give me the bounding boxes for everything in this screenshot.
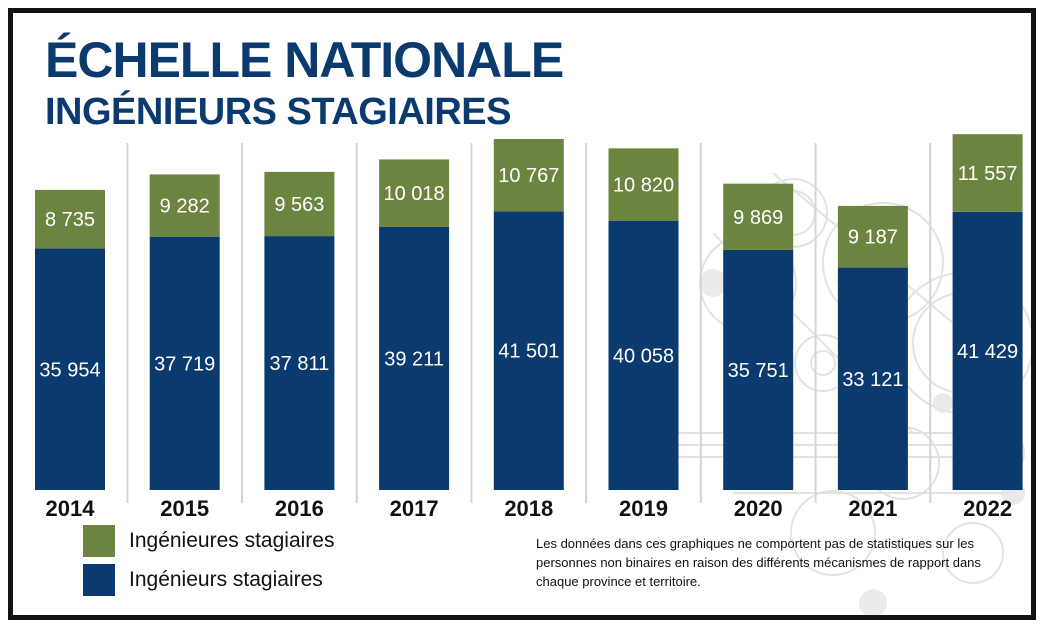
data-label-women-2022: 11 557: [958, 163, 1018, 185]
bar-women-2019: [608, 148, 679, 222]
x-tick-label-2019: 2019: [619, 496, 668, 521]
data-label-men-2017: 39 211: [384, 348, 444, 370]
bar-men-2017: [379, 226, 450, 491]
x-tick-label-2014: 2014: [46, 496, 96, 521]
x-tick-label-2017: 2017: [390, 496, 439, 521]
x-tick-label-2021: 2021: [848, 496, 897, 521]
data-label-men-2018: 41 501: [498, 341, 559, 363]
x-tick-label-2016: 2016: [275, 496, 324, 521]
data-label-women-2018: 10 767: [498, 165, 559, 187]
data-label-women-2017: 10 018: [384, 183, 445, 205]
bar-women-2022: [952, 134, 1023, 212]
legend-item-men: Ingénieurs stagiaires: [83, 564, 323, 596]
bar-women-2015: [149, 174, 220, 237]
legend-item-women: Ingénieures stagiaires: [83, 525, 334, 557]
bar-men-2020: [723, 249, 794, 490]
legend-label-women: Ingénieures stagiaires: [129, 529, 335, 552]
stacked-bar-chart: 35 954 8 735 2014 37 719 9 282 2015 37 811 9 56…: [35, 134, 1023, 521]
x-tick-label-2015: 2015: [160, 496, 209, 521]
data-label-women-2020: 9 869: [733, 207, 783, 229]
bar-men-2018: [493, 211, 564, 490]
bar-women-2014: [35, 189, 105, 249]
x-tick-label-2022: 2022: [963, 496, 1012, 521]
legend-swatch-men: [83, 564, 115, 596]
bar-men-2022: [952, 211, 1023, 490]
data-label-men-2015: 37 719: [154, 353, 215, 375]
data-note: Les données dans ces graphiques ne compo…: [536, 536, 981, 589]
bar-women-2016: [264, 171, 335, 237]
bar-women-2017: [379, 159, 450, 227]
infographic-frame: ÉCHELLE NATIONALE INGÉNIEURS STAGIAIRES …: [8, 8, 1036, 620]
bar-women-2018: [493, 139, 564, 212]
data-label-women-2015: 9 282: [160, 196, 210, 218]
data-label-men-2014: 35 954: [39, 359, 100, 381]
chart-title: ÉCHELLE NATIONALE: [45, 32, 564, 88]
data-label-men-2019: 40 058: [613, 346, 674, 368]
bar-men-2016: [264, 236, 335, 490]
bar-women-2021: [837, 205, 908, 268]
data-label-men-2022: 41 429: [957, 341, 1018, 363]
data-label-women-2019: 10 820: [613, 175, 674, 197]
legend-label-men: Ingénieurs stagiaires: [129, 568, 323, 591]
chart-subtitle: INGÉNIEURS STAGIAIRES: [45, 91, 511, 133]
data-label-women-2014: 8 735: [45, 209, 95, 231]
bar-men-2014: [35, 248, 105, 490]
data-label-men-2016: 37 811: [270, 353, 330, 375]
data-label-women-2016: 9 563: [274, 194, 324, 216]
legend-swatch-women: [83, 525, 115, 557]
x-tick-label-2020: 2020: [734, 496, 783, 521]
data-label-men-2020: 35 751: [728, 360, 789, 382]
data-label-women-2021: 9 187: [848, 227, 898, 249]
bar-women-2020: [723, 183, 794, 250]
bar-men-2021: [837, 267, 908, 490]
bar-men-2015: [149, 236, 220, 490]
bar-men-2019: [608, 221, 679, 490]
data-label-men-2021: 33 121: [842, 369, 903, 391]
x-tick-label-2018: 2018: [504, 496, 553, 521]
